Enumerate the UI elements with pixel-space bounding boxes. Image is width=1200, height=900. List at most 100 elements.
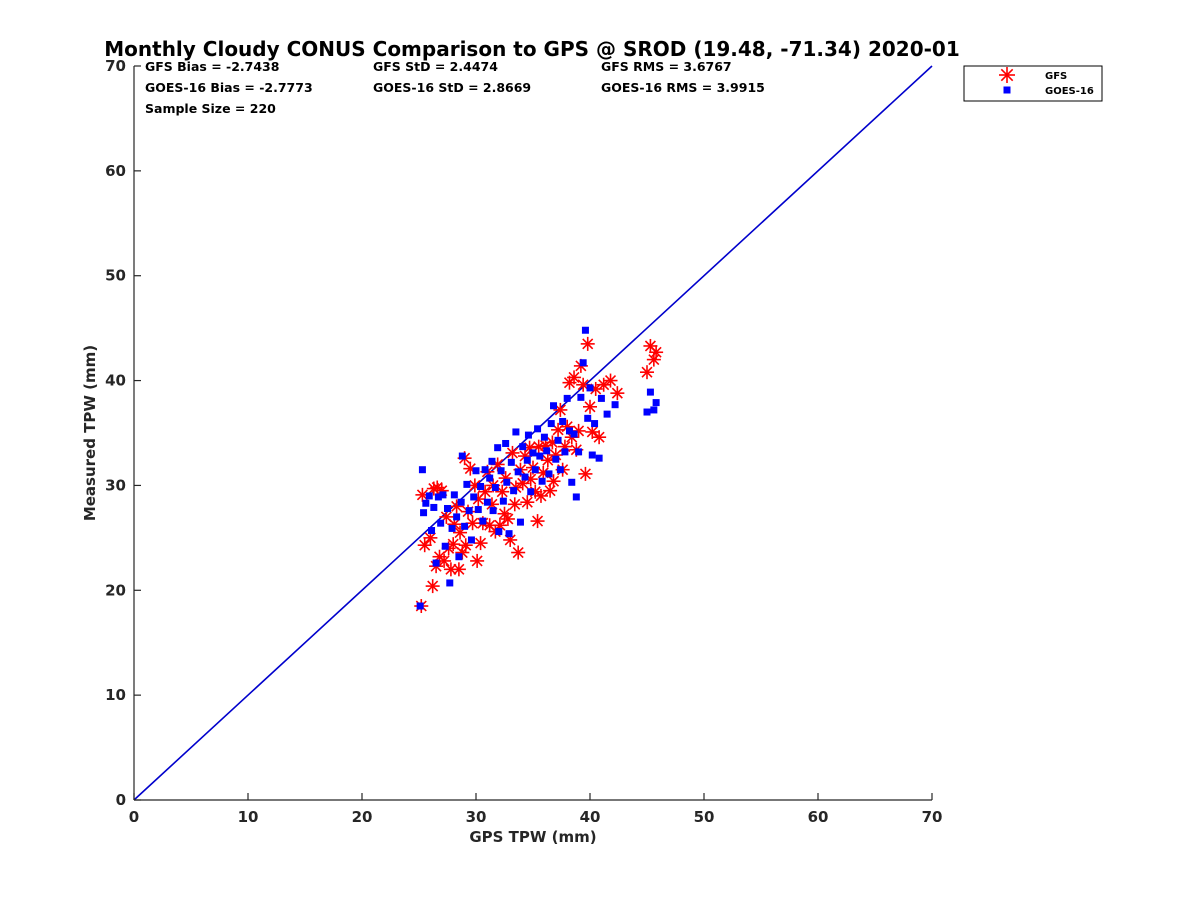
goes-point [446,579,454,587]
goes-point [588,451,596,459]
gfs-point [500,511,515,526]
gfs-point [576,377,591,392]
chart-title: Monthly Cloudy CONUS Comparison to GPS @… [104,37,960,61]
legend-gfs-label: GFS [1045,71,1067,82]
goes-point [418,466,426,474]
gfs-point [451,562,466,577]
goes-point [434,493,442,501]
goes-point [453,513,461,521]
goes-point [448,524,456,532]
x-tick-label: 60 [808,808,829,826]
goes-point [540,433,548,441]
x-axis-label: GPS TPW (mm) [469,828,596,846]
goes-point [579,359,587,367]
goes-point [529,449,537,457]
gfs-point [473,536,488,551]
goes-point [470,493,478,501]
gfs-point [470,553,485,568]
one-to-one-line [133,65,933,801]
legend-box [963,65,1103,102]
gfs-point [592,430,607,445]
goes-point [439,491,447,499]
goes-point [568,478,576,486]
gfs-point [505,445,520,460]
goes-point [437,519,445,527]
goes-series [416,326,660,610]
gfs-point [553,402,568,417]
gfs-point [423,530,438,545]
goes-point [430,503,438,511]
y-tick-label: 30 [105,476,126,494]
goes-point [561,448,569,456]
y-tick-label: 20 [105,581,126,599]
goes-point [531,466,539,474]
goes-point [603,410,611,418]
x-ticks: 0 10 20 30 40 50 60 70 [129,793,943,826]
gfs-point [511,545,526,560]
gfs-point [495,484,510,499]
goes-point [425,492,433,500]
goes-point [420,509,428,517]
goes-point [646,388,654,396]
goes-point [556,466,564,474]
x-tick-label: 20 [352,808,373,826]
gfs-point [417,538,432,553]
goes-point [455,553,463,561]
goes-point [597,394,605,402]
goes-point [570,430,578,438]
gfs-point [567,370,582,385]
goes-point [481,466,489,474]
gfs-point [640,365,654,380]
goes-point [432,559,440,567]
gfs-point [610,386,625,401]
goes-point [521,473,529,481]
goes-point [586,384,594,392]
goes-point [488,457,496,465]
goes-point [524,431,532,439]
gfs-point [578,466,593,481]
goes-point [483,498,491,506]
goes-point [465,507,473,515]
goes-point [577,393,585,401]
x-tick-label: 30 [466,808,487,826]
goes-point [458,452,466,460]
goes-point [450,491,458,499]
x-tick-label: 0 [129,808,139,826]
goes-point [554,436,562,444]
goes-point [472,467,480,475]
goes-point [505,530,513,538]
goes-point [489,507,497,515]
goes-point [422,499,430,507]
goes-point [572,493,580,501]
goes-point [516,518,524,526]
goes-point [643,408,651,416]
goes-point [477,482,485,490]
y-tick-label: 60 [105,162,126,180]
goes-point [502,439,510,447]
goes-point [575,448,583,456]
goes-point [497,467,505,475]
goes-rms-text: GOES-16 RMS = 3.9915 [601,80,765,95]
y-tick-label: 50 [105,267,126,285]
goes-point [503,478,511,486]
gfs-point [530,514,545,529]
gfs-std-text: GFS StD = 2.4474 [373,59,498,74]
goes-point [416,602,424,610]
stats-annotations: GFS Bias = -2.7438 GOES-16 Bias = -2.777… [145,59,765,116]
goes-point [510,487,518,495]
gfs-point [580,336,595,351]
x-tick-label: 70 [922,808,943,826]
x-tick-label: 40 [580,808,601,826]
goes-point [652,399,660,407]
gfs-point [478,484,493,499]
goes-point [581,326,589,334]
goes-point [565,427,573,435]
goes-point [595,454,603,462]
goes-point [550,402,558,410]
goes-point [461,522,469,530]
goes-point [584,414,592,422]
legend-goes-label: GOES-16 [1045,86,1094,97]
gfs-rms-text: GFS RMS = 3.6767 [601,59,732,74]
goes-point [547,420,555,428]
